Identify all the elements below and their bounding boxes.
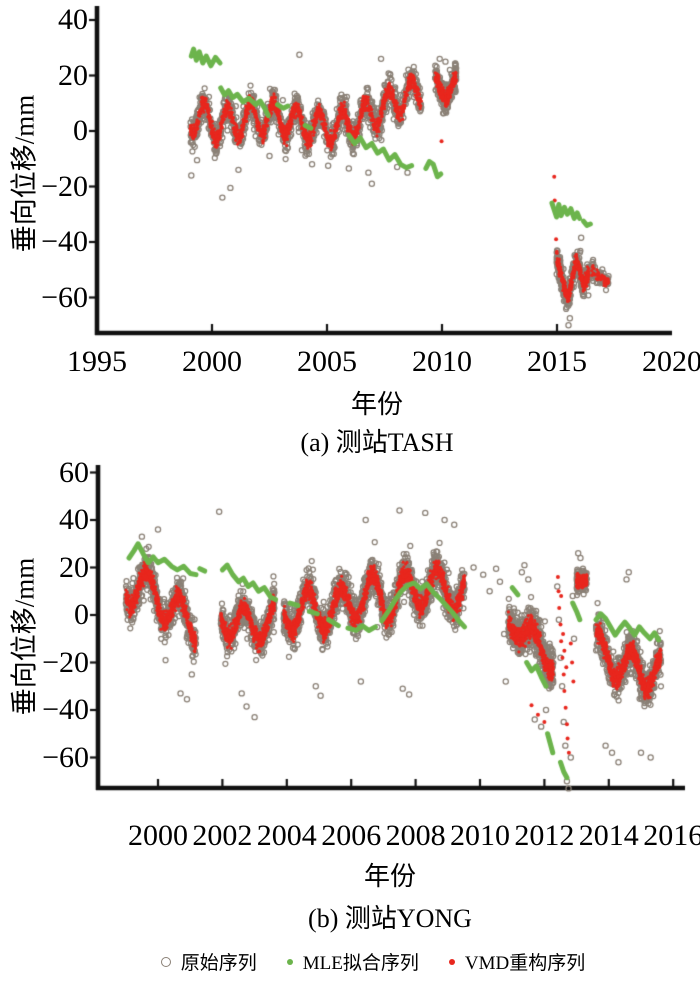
- legend-item-original: 原始序列: [160, 948, 257, 975]
- chart-b-x-tick-label: 2016: [643, 819, 700, 852]
- legend-item-vmd: VMD重构序列: [448, 948, 586, 975]
- chart-b-y-tick-label: 0: [74, 598, 89, 631]
- chart-b-y-tick-label: 20: [59, 550, 89, 584]
- legend-label-vmd: VMD重构序列: [464, 953, 586, 974]
- chart-b-x-tick-label: 2002: [192, 819, 253, 852]
- chart-a-y-tick-label: 0: [73, 114, 88, 147]
- chart-a-x-tick-label: 2015: [527, 345, 587, 378]
- green-dot-marker-icon: [286, 958, 293, 965]
- legend-label-original: 原始序列: [180, 953, 257, 974]
- legend-item-mle: MLE拟合序列: [286, 948, 419, 975]
- chart-a-plot: [0, 0, 700, 345]
- chart-b-x-tick-label: 2006: [321, 819, 382, 852]
- chart-a-y-tick-label: −20: [41, 169, 88, 203]
- chart-b-y-tick-label: −20: [42, 645, 89, 679]
- chart-a-y-tick-label: −40: [41, 225, 88, 258]
- chart-a-y-tick-label: 20: [58, 58, 88, 92]
- chart-b-x-tick-label: 2010: [450, 819, 510, 852]
- chart-b-y-tick-label: −60: [42, 740, 89, 774]
- chart-b-x-tick-label: 2000: [128, 819, 188, 852]
- chart-b-plot: [0, 460, 700, 805]
- chart-a-x-tick-label: 2000: [182, 345, 242, 378]
- chart-a-caption: (a) 测站TASH: [300, 428, 454, 457]
- chart-b-x-axis-label: 年份: [363, 862, 417, 891]
- chart-a-x-tick-label: 1995: [67, 345, 127, 378]
- chart-b-y-axis-label: 垂向位移/mm: [9, 557, 40, 716]
- chart-b-x-tick-label: 2014: [578, 819, 639, 852]
- open-circle-marker-icon: [160, 956, 171, 967]
- chart-b-x-tick-label: 2004: [256, 819, 317, 852]
- chart-b-y-tick-label: −40: [42, 693, 89, 726]
- chart-a-x-tick-label: 2020: [642, 345, 700, 378]
- legend-label-mle: MLE拟合序列: [302, 953, 419, 974]
- legend: 原始序列 MLE拟合序列 VMD重构序列: [0, 948, 700, 975]
- chart-a-x-axis-label: 年份: [350, 390, 404, 419]
- chart-b-y-tick-label: 60: [59, 455, 89, 489]
- chart-b-y-tick-label: 40: [59, 503, 89, 536]
- chart-a-x-tick-label: 2010: [412, 345, 472, 378]
- chart-a-y-tick-label: −60: [41, 280, 88, 314]
- chart-b-x-tick-label: 2012: [514, 819, 575, 852]
- chart-a-y-tick-label: 40: [58, 3, 88, 36]
- red-dot-marker-icon: [448, 958, 455, 965]
- chart-b-x-tick-label: 2008: [385, 819, 446, 852]
- chart-b-caption: (b) 测站YONG: [308, 904, 472, 933]
- chart-a-x-tick-label: 2005: [297, 345, 357, 378]
